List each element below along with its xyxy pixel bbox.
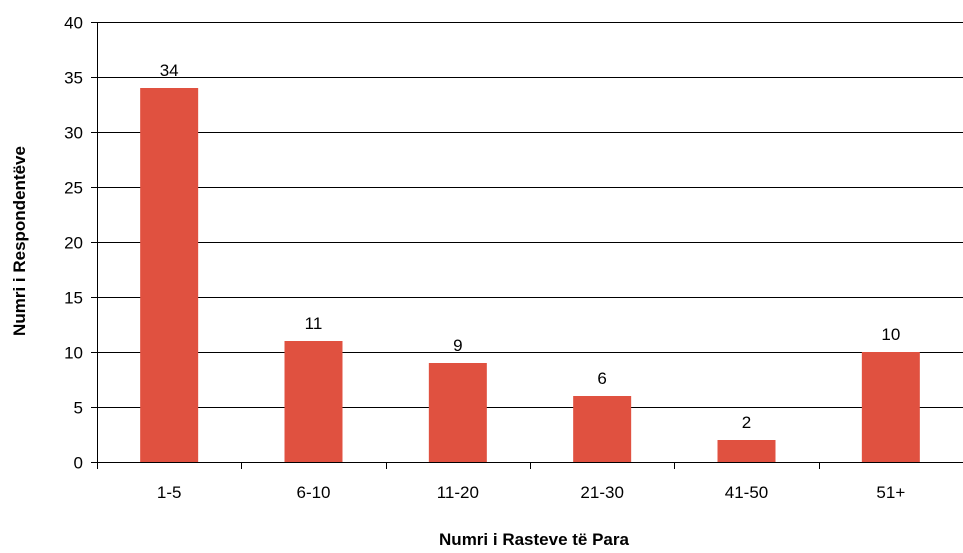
y-tick-label: 15	[64, 289, 83, 308]
y-tick-label: 30	[64, 124, 83, 143]
data-labels: 34 11 9 6 2 10	[160, 61, 901, 432]
bar-51+	[861, 352, 920, 462]
y-tick-label: 35	[64, 69, 83, 88]
data-label: 6	[597, 369, 606, 388]
x-tick-label: 6-10	[296, 483, 330, 502]
axes	[91, 22, 963, 469]
data-label: 10	[881, 325, 900, 344]
x-tick-label: 41-50	[725, 483, 768, 502]
bar-21-30	[573, 396, 632, 462]
y-tick-label: 10	[64, 344, 83, 363]
bars	[140, 88, 920, 462]
y-tick-label: 40	[64, 14, 83, 33]
bar-11-20	[428, 363, 487, 462]
data-label: 2	[742, 413, 751, 432]
bar-1-5	[140, 88, 199, 462]
data-label: 9	[453, 336, 462, 355]
y-tick-label: 5	[74, 399, 83, 418]
data-label: 34	[160, 61, 179, 80]
bar-41-50	[717, 440, 776, 462]
x-tick-label: 11-20	[437, 483, 479, 502]
x-axis-title: Numri i Rasteve të Para	[439, 530, 629, 549]
bar-6-10	[284, 341, 343, 462]
gridlines	[97, 22, 963, 408]
x-tick-label: 1-5	[157, 483, 182, 502]
x-tick-label: 51+	[876, 483, 905, 502]
y-axis-title: Numri i Respondentëve	[10, 146, 29, 336]
x-tick-label: 21-30	[580, 483, 623, 502]
y-tick-labels: 0 5 10 15 20 25 30 35 40	[64, 14, 83, 473]
y-tick-label: 25	[64, 179, 83, 198]
y-tick-label: 20	[64, 234, 83, 253]
x-tick-labels: 1-5 6-10 11-20 21-30 41-50 51+	[157, 483, 905, 502]
data-label: 11	[305, 314, 323, 333]
y-tick-label: 0	[74, 454, 83, 473]
